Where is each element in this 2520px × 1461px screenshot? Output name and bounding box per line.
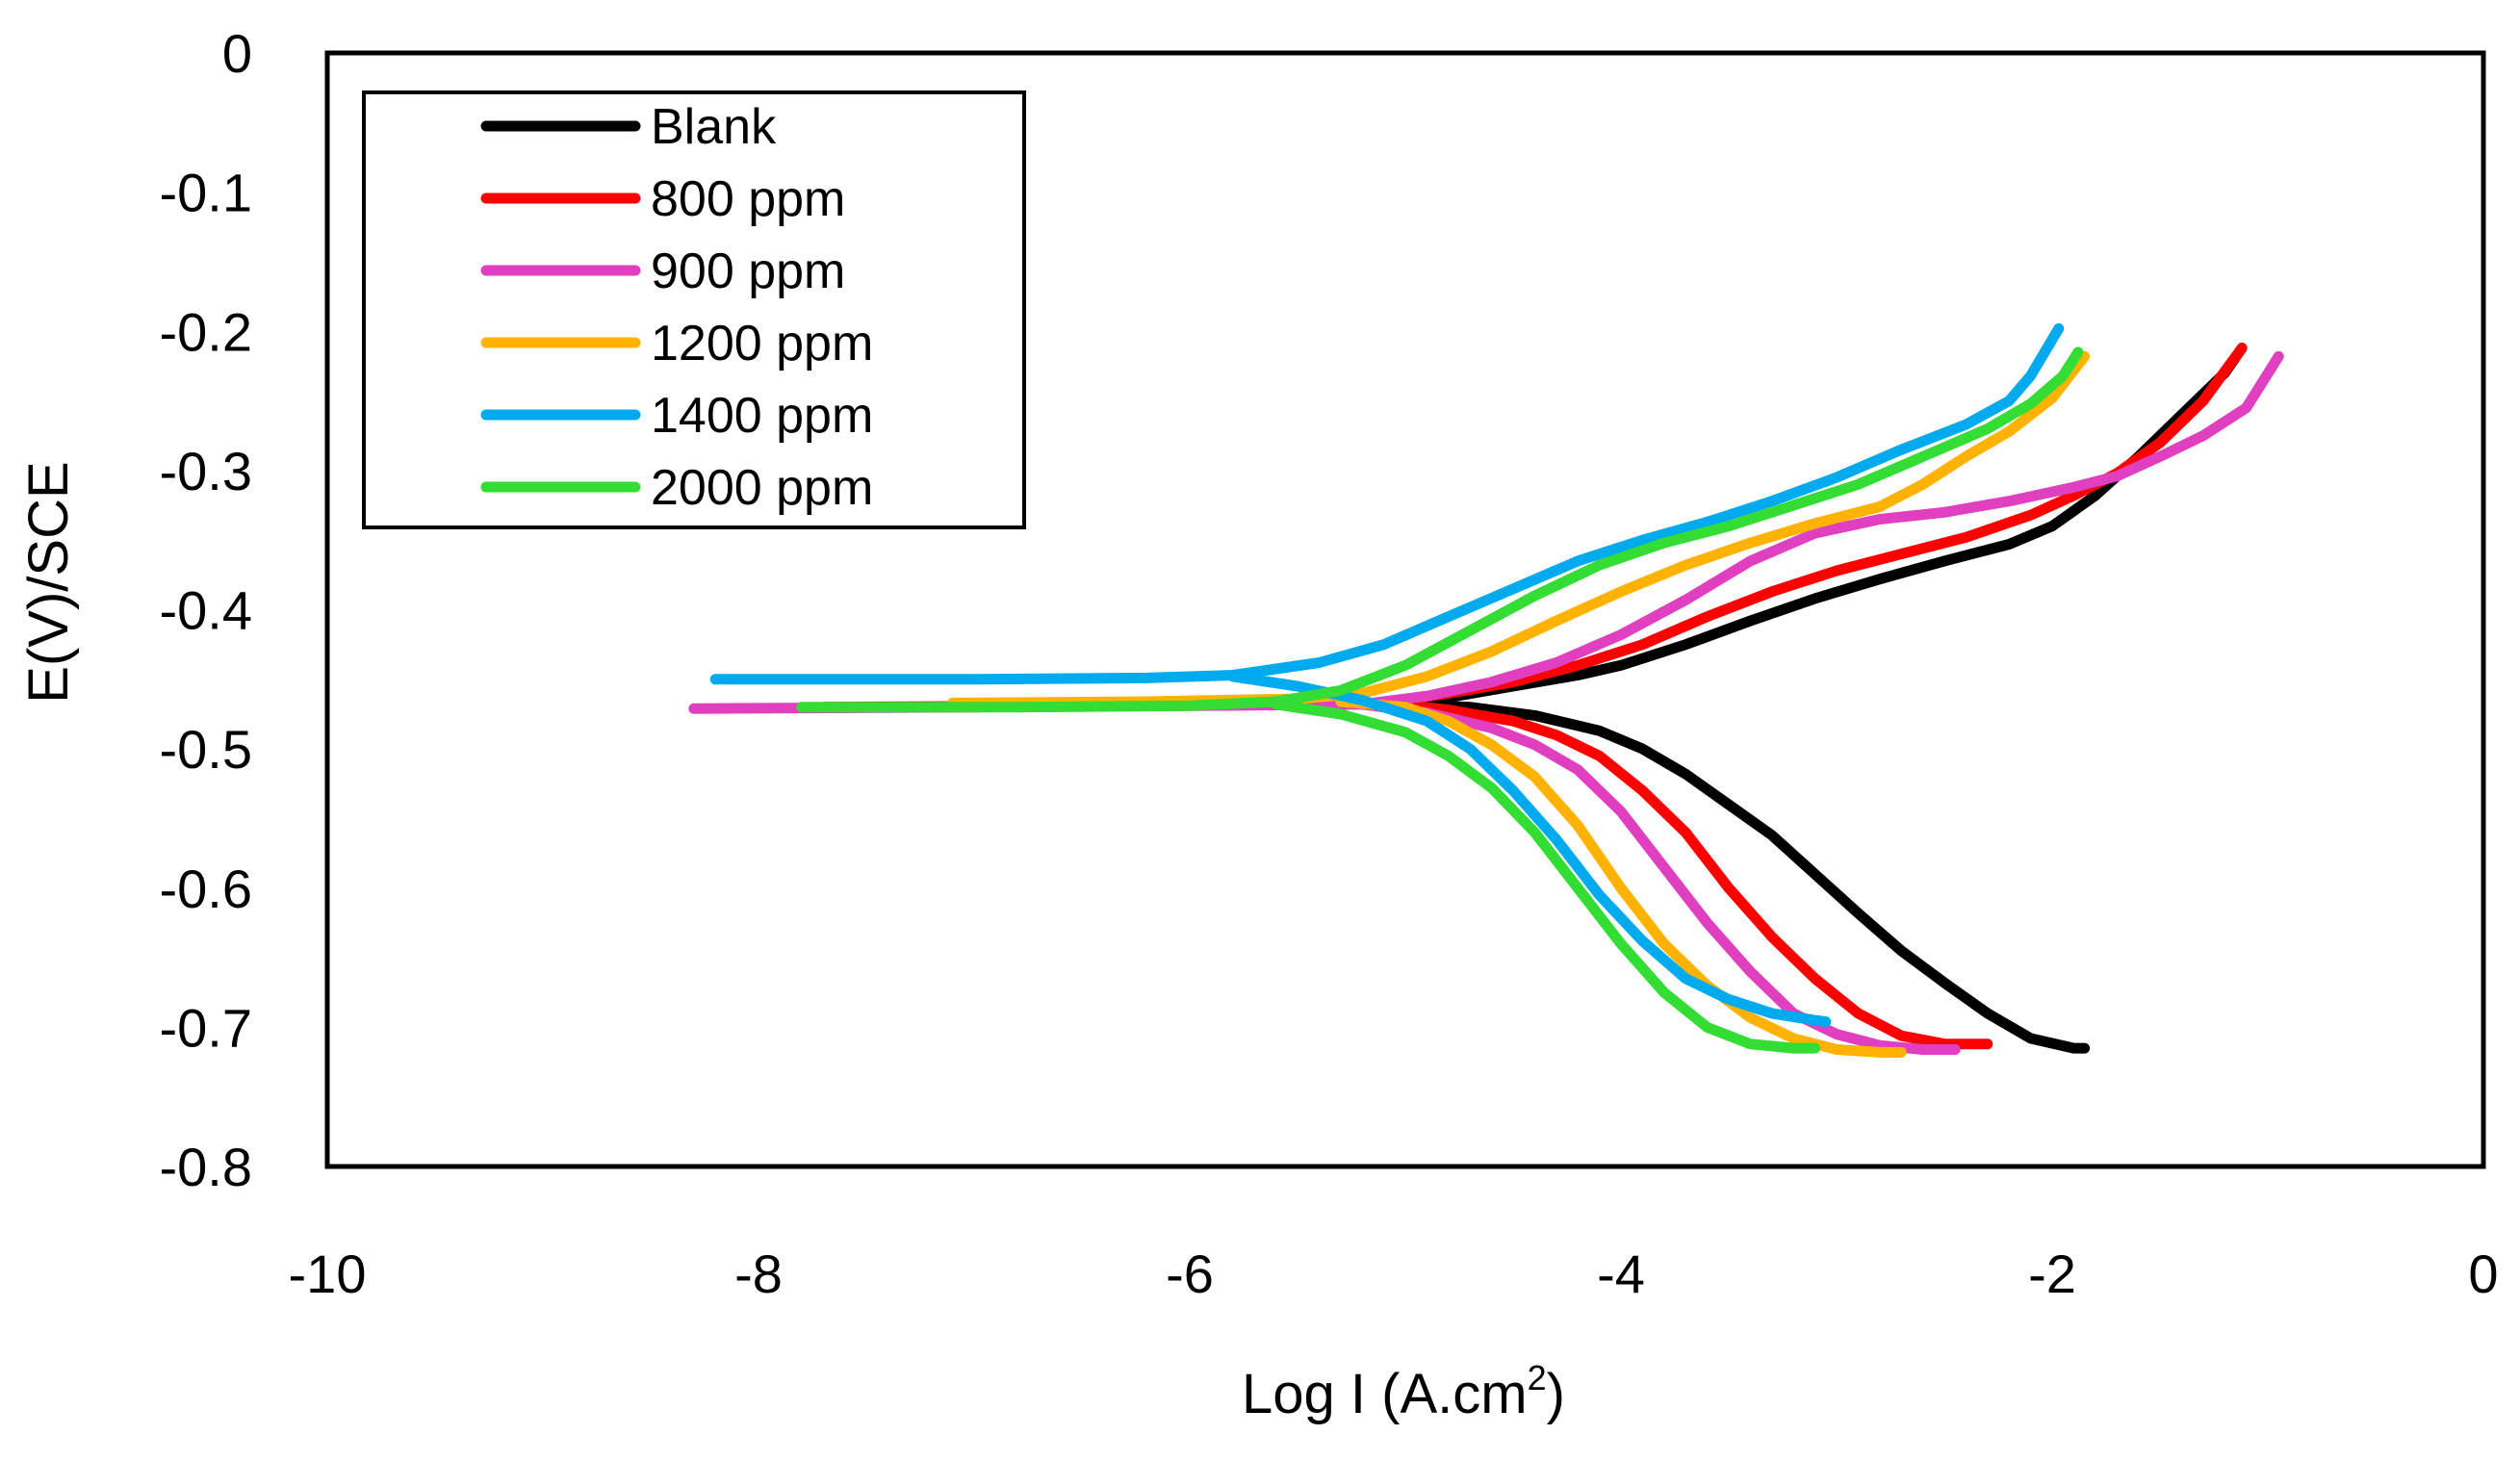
- y-tick-label: -0.6: [160, 859, 253, 919]
- x-axis-ticks: -10 -8 -6 -4 -2 0: [289, 1243, 2499, 1304]
- series-800-ppm-cathodic-line: [1378, 697, 1993, 1050]
- x-tick-label: -4: [1597, 1243, 1645, 1304]
- series-2000-ppm-cathodic-line: [1271, 699, 1821, 1054]
- series-800-ppm: [817, 343, 2248, 1050]
- y-tick-label: -0.7: [160, 997, 253, 1058]
- series-blank-cathodic-line: [1378, 699, 2091, 1054]
- x-axis-title: Log I (A.cm2): [1242, 1358, 1565, 1425]
- legend-label: 1400 ppm: [651, 388, 873, 444]
- series-1400-ppm-cathodic-line: [1227, 671, 1832, 1028]
- series-1200-ppm-cathodic-line: [1335, 696, 1907, 1058]
- y-tick-label: -0.5: [160, 719, 253, 780]
- series-1400-ppm: [709, 322, 2065, 1028]
- legend-label: 900 ppm: [651, 244, 845, 299]
- legend-label: 2000 ppm: [651, 460, 873, 516]
- series-1200-ppm-anodic-line: [947, 350, 2091, 708]
- legend-label: 1200 ppm: [651, 316, 873, 372]
- series-layer: [688, 322, 2284, 1058]
- x-tick-label: 0: [2468, 1243, 2498, 1304]
- legend-label: 800 ppm: [651, 171, 845, 227]
- x-tick-label: -10: [289, 1243, 367, 1304]
- y-tick-label: -0.4: [160, 580, 253, 641]
- x-tick-label: -6: [1166, 1243, 1214, 1304]
- legend-box: [362, 90, 1026, 529]
- x-axis-title-close: ): [1547, 1363, 1565, 1425]
- x-axis-title-main: Log I (A.cm: [1242, 1363, 1528, 1425]
- series-2000-ppm: [796, 346, 2084, 1054]
- x-tick-label: -2: [2028, 1243, 2076, 1304]
- y-axis-title: E(V)/SCE: [17, 461, 80, 703]
- y-tick-label: -0.3: [160, 441, 253, 501]
- plot-frame: [324, 50, 2486, 1169]
- legend: Blank 800 ppm 900 ppm 1200 ppm 1400 ppm 2000 …: [362, 90, 1026, 529]
- x-axis-title-superscript: 2: [1528, 1358, 1547, 1397]
- legend-label: Blank: [651, 99, 777, 155]
- y-tick-label: -0.2: [160, 301, 253, 362]
- y-tick-label: -0.1: [160, 163, 253, 223]
- series-1400-ppm-anodic-line: [709, 322, 2065, 685]
- series-blank: [1378, 343, 2248, 1054]
- y-tick-label: 0: [222, 23, 252, 84]
- series-900-ppm-cathodic-line: [1356, 699, 1961, 1055]
- y-tick-label: -0.8: [160, 1137, 253, 1197]
- y-axis-ticks: 0 -0.1 -0.2 -0.3 -0.4 -0.5 -0.6 -0.7 -0.8: [160, 23, 253, 1197]
- series-2000-ppm-anodic-line: [796, 346, 2084, 713]
- x-tick-label: -8: [734, 1243, 783, 1304]
